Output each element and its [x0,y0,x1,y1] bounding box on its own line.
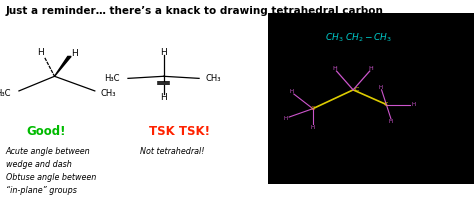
Text: Not tetrahedral!: Not tetrahedral! [140,147,204,156]
Text: H: H [160,93,167,102]
Text: H: H [389,119,393,124]
Text: H₃C: H₃C [104,74,119,83]
Text: $CH_3\ CH_2 - CH_3$: $CH_3\ CH_2 - CH_3$ [325,31,392,44]
Text: Just a reminder… there’s a knack to drawing tetrahedral carbon: Just a reminder… there’s a knack to draw… [6,6,383,16]
Text: H: H [311,125,315,130]
Text: H: H [412,102,416,107]
Text: H: H [290,89,293,94]
Text: C: C [355,87,359,92]
Text: H: H [160,48,167,57]
Text: C: C [310,106,315,111]
Text: H: H [71,49,78,58]
Polygon shape [55,56,71,76]
Bar [268,13,474,184]
Text: Good!: Good! [26,125,65,138]
Text: C: C [384,102,389,107]
Text: CH₃: CH₃ [205,74,221,83]
Text: H: H [379,85,383,90]
Text: H: H [37,48,44,57]
Text: H: H [333,66,337,71]
Text: H: H [283,116,287,121]
Text: H: H [369,66,374,71]
Text: TSK TSK!: TSK TSK! [149,125,210,138]
Text: H₃C: H₃C [0,88,10,98]
Text: Acute angle between
wedge and dash
Obtuse angle between
“in-plane” groups: Acute angle between wedge and dash Obtus… [6,147,96,195]
Text: CH₃: CH₃ [101,88,117,98]
